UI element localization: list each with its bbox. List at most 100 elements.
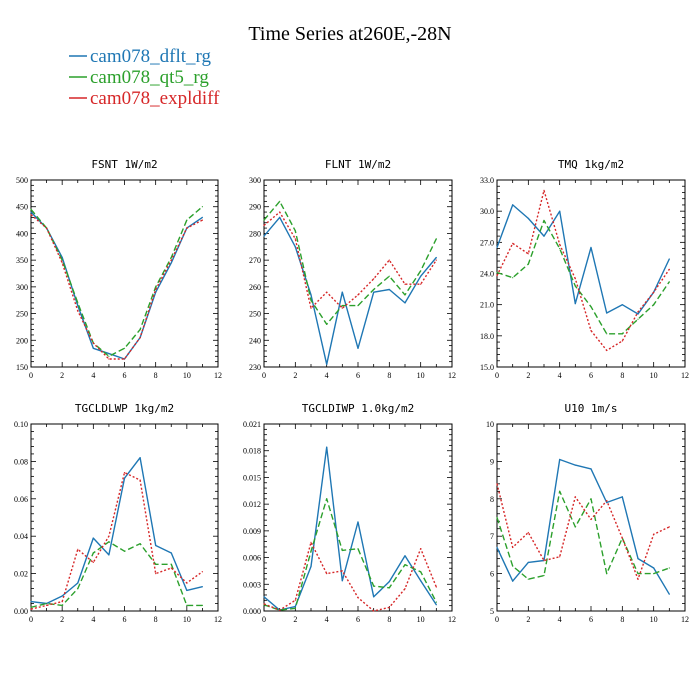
- x-tick-label: 8: [387, 371, 391, 380]
- series-line: [30, 541, 203, 608]
- data-point: [30, 606, 32, 608]
- x-tick-label: 8: [387, 615, 391, 624]
- data-point: [574, 278, 576, 280]
- data-point: [435, 259, 437, 261]
- chart-panel: FLNT 1W/m2 0 2 4 6 8 10 12 230 240 250 260 270 280 290…: [249, 158, 456, 380]
- data-point: [543, 559, 545, 562]
- data-point: [512, 277, 514, 279]
- data-point: [92, 347, 94, 349]
- data-point: [279, 609, 281, 611]
- y-tick-label: 6: [490, 570, 494, 579]
- y-tick-label: 7: [490, 532, 494, 541]
- x-tick-label: 6: [356, 615, 360, 624]
- data-point: [357, 294, 359, 296]
- x-tick-label: 0: [495, 615, 499, 624]
- data-point: [108, 541, 110, 543]
- data-point: [170, 259, 172, 261]
- data-point: [527, 253, 529, 255]
- data-point: [61, 256, 63, 259]
- y-tick-label: 150: [16, 363, 28, 372]
- x-tick-label: 6: [123, 615, 127, 624]
- y-tick-label: 0.000: [243, 607, 261, 616]
- data-point: [637, 573, 639, 575]
- x-tick-label: 2: [526, 371, 530, 380]
- x-tick-label: 12: [448, 371, 456, 380]
- y-tick-label: 300: [249, 176, 261, 185]
- data-point: [653, 573, 655, 575]
- data-point: [108, 358, 110, 360]
- y-tick-label: 290: [249, 203, 261, 212]
- data-point: [186, 582, 188, 584]
- y-tick-label: 30.0: [480, 207, 494, 216]
- y-tick-label: 250: [16, 310, 28, 319]
- data-point: [123, 347, 126, 349]
- series-line: [263, 200, 437, 325]
- data-point: [653, 304, 655, 306]
- data-point: [61, 601, 63, 603]
- data-point: [201, 571, 203, 573]
- y-tick-label: 0.012: [243, 500, 261, 509]
- plot-frame: [30, 179, 219, 368]
- data-point: [155, 573, 157, 575]
- series-line: [263, 211, 437, 309]
- data-point: [170, 552, 172, 554]
- y-tick-label: 300: [16, 283, 28, 292]
- data-point: [512, 242, 514, 244]
- chart-panel: TMQ 1kg/m2 0 2 4 6 8 10 12 15.0 18.0 21.0 24.0 27.0 3…: [480, 158, 689, 380]
- series-line: [496, 458, 670, 595]
- data-point: [496, 275, 498, 277]
- data-point: [310, 565, 312, 568]
- plot-frame: [30, 423, 219, 612]
- y-tick-label: 0.10: [14, 420, 28, 429]
- data-point: [294, 607, 296, 609]
- data-point: [388, 581, 390, 583]
- data-point: [201, 216, 203, 218]
- data-point: [653, 291, 655, 293]
- y-tick-label: 0.003: [243, 580, 261, 589]
- x-tick-label: 12: [214, 371, 222, 380]
- data-point: [61, 259, 63, 261]
- data-point: [574, 285, 576, 287]
- data-point: [357, 347, 359, 349]
- data-point: [139, 329, 141, 331]
- data-point: [170, 262, 172, 264]
- data-point: [574, 464, 576, 466]
- series-line: [30, 206, 203, 357]
- data-point: [92, 537, 94, 539]
- x-tick-label: 6: [589, 371, 593, 380]
- data-point: [108, 353, 110, 355]
- data-point: [170, 567, 172, 569]
- data-point: [512, 204, 514, 206]
- plot-frame: [496, 179, 686, 368]
- data-point: [388, 587, 390, 589]
- data-point: [30, 608, 32, 610]
- data-point: [559, 243, 561, 245]
- data-point: [155, 563, 157, 565]
- data-point: [373, 610, 375, 612]
- data-point: [373, 585, 375, 587]
- data-point: [30, 208, 32, 210]
- y-tick-label: 27.0: [480, 238, 494, 247]
- data-point: [170, 563, 172, 565]
- data-point: [435, 601, 437, 603]
- series-line: [30, 211, 203, 360]
- series-line: [263, 541, 437, 612]
- data-point: [512, 580, 514, 582]
- series-line: [263, 498, 437, 611]
- series-line: [496, 483, 670, 580]
- x-tick-label: 8: [620, 371, 624, 380]
- data-point: [373, 288, 375, 291]
- x-tick-label: 10: [183, 615, 191, 624]
- data-point: [435, 604, 437, 606]
- data-point: [404, 564, 406, 566]
- data-point: [527, 263, 529, 265]
- data-point: [404, 283, 406, 285]
- data-point: [496, 483, 498, 485]
- data-point: [279, 211, 281, 213]
- data-point: [170, 256, 172, 259]
- data-point: [139, 543, 141, 545]
- panel-title: FSNT 1W/m2: [91, 158, 157, 171]
- x-tick-label: 0: [29, 371, 33, 380]
- data-point: [559, 490, 561, 492]
- y-tick-label: 280: [249, 229, 261, 238]
